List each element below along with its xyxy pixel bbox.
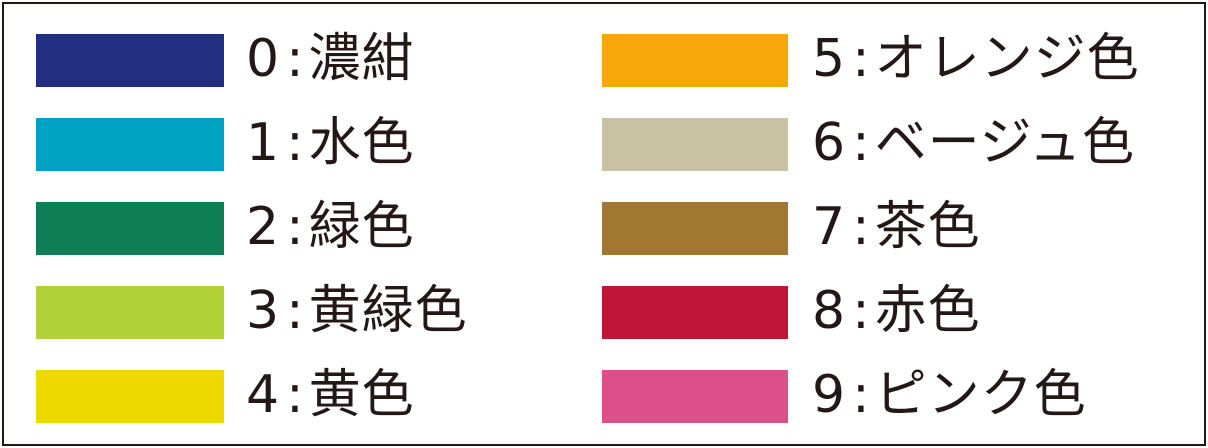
color-code: 2 [246,197,281,257]
label-separator: : [852,29,871,89]
label-separator: : [852,113,871,173]
color-name: 赤色 [874,281,981,341]
color-label: 1:水色 [246,108,415,178]
label-separator: : [286,197,305,257]
color-code: 4 [246,365,281,425]
color-code: 0 [246,29,281,89]
color-name: 濃紺 [308,29,415,89]
color-label: 9:ピンク色 [812,360,1087,430]
color-code: 6 [812,113,847,173]
color-label: 4:黄色 [246,360,415,430]
label-separator: : [286,281,305,341]
color-label: 8:赤色 [812,276,981,346]
color-code: 9 [812,365,847,425]
color-name: 黄色 [308,365,415,425]
color-swatch [36,118,224,171]
color-name: ベージュ色 [874,113,1135,173]
color-label: 3:黄緑色 [246,276,468,346]
color-label: 6:ベージュ色 [812,108,1135,178]
label-separator: : [286,113,305,173]
label-separator: : [286,29,305,89]
color-code: 1 [246,113,281,173]
color-swatch [602,370,788,423]
label-separator: : [852,365,871,425]
color-swatch [36,286,224,339]
color-name: 緑色 [308,197,415,257]
color-name: オレンジ色 [874,29,1140,89]
color-name: 茶色 [874,197,981,257]
color-code: 5 [812,29,847,89]
color-swatch [602,118,788,171]
color-swatch [36,370,224,423]
color-label: 2:緑色 [246,192,415,262]
label-separator: : [852,281,871,341]
color-swatch [36,34,224,87]
color-swatch [36,202,224,255]
label-separator: : [852,197,871,257]
color-label: 5:オレンジ色 [812,24,1140,94]
color-label: 0:濃紺 [246,24,415,94]
color-code: 7 [812,197,847,257]
color-name: 黄緑色 [308,281,468,341]
color-label: 7:茶色 [812,192,981,262]
color-name: 水色 [308,113,415,173]
color-name: ピンク色 [874,365,1087,425]
color-swatch [602,202,788,255]
color-swatch [602,34,788,87]
label-separator: : [286,365,305,425]
color-code: 3 [246,281,281,341]
color-code: 8 [812,281,847,341]
color-swatch [602,286,788,339]
